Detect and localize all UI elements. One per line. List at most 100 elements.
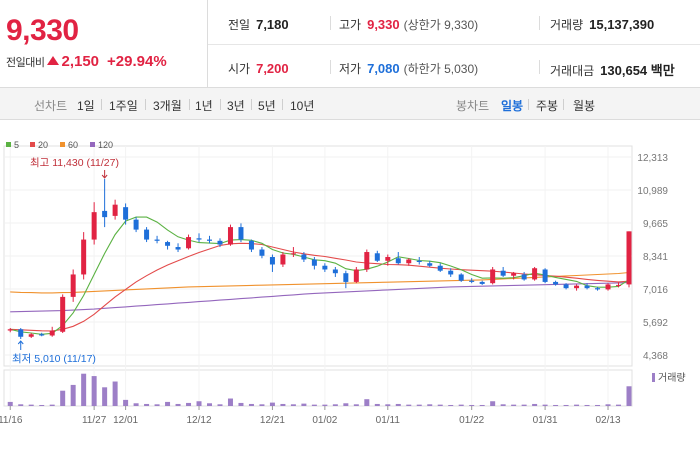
candle-body [227,227,233,245]
volume-bar [469,404,475,406]
candle-body [259,249,265,256]
volume-bar [584,404,590,406]
legend-label: 60 [68,140,78,150]
volume-bar [154,404,160,406]
volume-bar [605,404,611,406]
divider [251,99,252,110]
candle-body [165,242,171,246]
candle-body [406,259,412,264]
stat-sub: (하한가 5,030) [403,62,479,76]
candle-body [542,269,548,282]
candle-body [207,239,213,241]
candle-body [70,274,76,297]
candle-body [553,281,559,285]
candle-body [511,273,517,276]
volume-bar [353,404,359,406]
candle-body [395,258,401,264]
stat-prev-close: 전일 7,180 [228,16,289,33]
candle-body [574,285,580,289]
candle-body [18,329,24,337]
divider [145,99,146,110]
stat-value: 7,080 [367,61,400,76]
volume-bar [196,401,202,406]
divider [528,99,529,110]
x-tick-label: 12/01 [113,415,138,426]
divider [330,60,331,74]
x-tick-label: 02/13 [596,415,621,426]
volume-bar [406,404,412,406]
volume-bar [81,373,87,406]
tab-weekly[interactable]: 주봉 [536,99,559,113]
volume-bar [259,404,265,406]
volume-bar [626,386,632,406]
y-tick-label: 10,989 [637,186,668,197]
candle-chart-label: 봉차트 [456,99,490,113]
tab-5y[interactable]: 5년 [258,99,276,113]
divider [539,16,540,30]
volume-bar [49,404,55,406]
candle-body [616,284,622,286]
volume-bar [91,376,97,406]
up-triangle-icon [47,56,60,65]
volume-bar [385,404,391,406]
price-summary: 9,330 전일대비 2,150 +29.94% [0,0,208,88]
tab-daily[interactable]: 일봉 [501,99,524,113]
x-tick-label: 01/22 [459,415,484,426]
candle-body [385,257,391,261]
volume-bar [395,403,401,406]
volume-bar [364,399,370,406]
volume-bar [553,404,559,406]
volume-bar [479,404,485,406]
tab-3y[interactable]: 3년 [227,99,245,113]
tab-3m[interactable]: 3개월 [153,99,182,113]
stat-value: 7,180 [256,17,289,32]
tab-1d[interactable]: 1일 [77,99,95,113]
volume-bar [448,404,454,406]
volume-legend-swatch [652,373,655,382]
candle-body [102,210,108,218]
volume-bar [133,403,139,406]
stat-low: 저가 7,080 (하한가 5,030) [339,60,478,77]
legend-swatch [60,142,65,147]
legend-swatch [6,142,11,147]
stat-open: 시가 7,200 [228,60,289,77]
y-tick-label: 7,016 [643,285,668,296]
current-price: 9,330 [6,14,79,47]
tab-monthly[interactable]: 월봉 [573,99,596,113]
candle-body [248,240,254,250]
candle-body [81,239,87,275]
volume-bar [186,402,192,406]
candle-body [186,237,192,249]
stat-high: 고가 9,330 (상한가 9,330) [339,16,478,33]
candle-body [563,284,569,289]
y-tick-label: 4,368 [643,351,668,362]
tab-10y[interactable]: 10년 [290,99,315,113]
volume-bar [427,404,433,406]
volume-bar [416,404,422,406]
volume-bar [301,403,307,406]
volume-bar [175,403,181,406]
low-annotation: 최저 5,010 (11/17) [12,353,96,365]
change-label: 전일대비 [6,56,45,69]
volume-bar [207,403,213,406]
divider [282,99,283,110]
divider [330,16,331,30]
ma20-line [10,242,630,332]
candle-body [49,330,55,336]
tab-1w[interactable]: 1주일 [109,99,138,113]
stat-label: 고가 [339,18,362,32]
line-chart-label: 선차트 [34,99,68,113]
volume-bar [542,404,548,406]
stat-label: 전일 [228,18,251,32]
volume-bar [18,404,24,406]
legend-label: 20 [38,140,48,150]
volume-bar [70,384,76,406]
tab-1y[interactable]: 1년 [195,99,213,113]
stat-label: 저가 [339,62,362,76]
candle-body [39,334,45,336]
candle-body [7,329,13,331]
candle-body [605,284,611,290]
y-tick-label: 5,692 [643,318,668,329]
candle-body [490,269,496,284]
candle-body [458,274,464,281]
